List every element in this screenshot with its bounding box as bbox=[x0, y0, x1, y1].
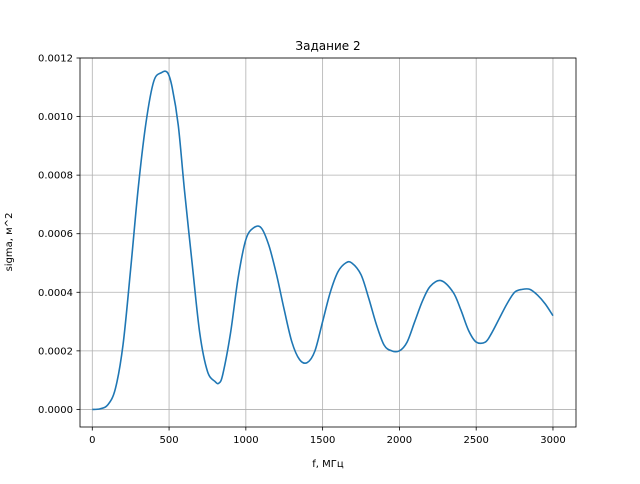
x-tick-label: 500 bbox=[160, 435, 179, 446]
x-tick-label: 3000 bbox=[540, 435, 565, 446]
y-axis-label: sigma, м^2 bbox=[4, 213, 15, 272]
chart-title: Задание 2 bbox=[295, 39, 360, 53]
x-tick-label: 2000 bbox=[387, 435, 412, 446]
x-tick-label: 1000 bbox=[233, 435, 258, 446]
y-axis-ticks: 0.0000 0.0002 0.0004 0.0006 0.0008 0.0010 0.00… bbox=[38, 54, 80, 416]
plot-frame bbox=[79, 57, 577, 428]
y-tick-label: 0.0000 bbox=[38, 405, 73, 416]
x-tick-label: 0 bbox=[89, 435, 95, 446]
y-tick-label: 0.0002 bbox=[38, 346, 73, 357]
x-tick-label: 2500 bbox=[463, 435, 488, 446]
y-tick-label: 0.0010 bbox=[38, 112, 73, 123]
series-layer bbox=[92, 70, 554, 411]
series-line bbox=[92, 70, 554, 411]
x-axis-label: f, МГц bbox=[312, 459, 344, 470]
y-tick-label: 0.0006 bbox=[38, 229, 73, 240]
x-tick-label: 1500 bbox=[310, 435, 335, 446]
y-tick-label: 0.0012 bbox=[38, 54, 73, 65]
y-tick-label: 0.0008 bbox=[38, 171, 73, 182]
x-axis-ticks: 0 500 1000 1500 2000 2500 3000 bbox=[89, 427, 566, 446]
y-tick-label: 0.0004 bbox=[38, 288, 73, 299]
